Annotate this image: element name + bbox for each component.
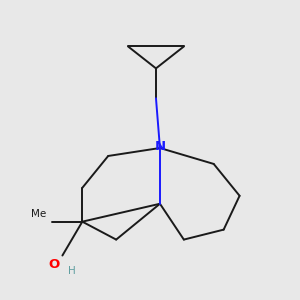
Text: H: H — [68, 266, 76, 276]
Text: N: N — [154, 140, 166, 152]
Text: O: O — [49, 258, 60, 271]
Text: Me: Me — [31, 209, 46, 219]
